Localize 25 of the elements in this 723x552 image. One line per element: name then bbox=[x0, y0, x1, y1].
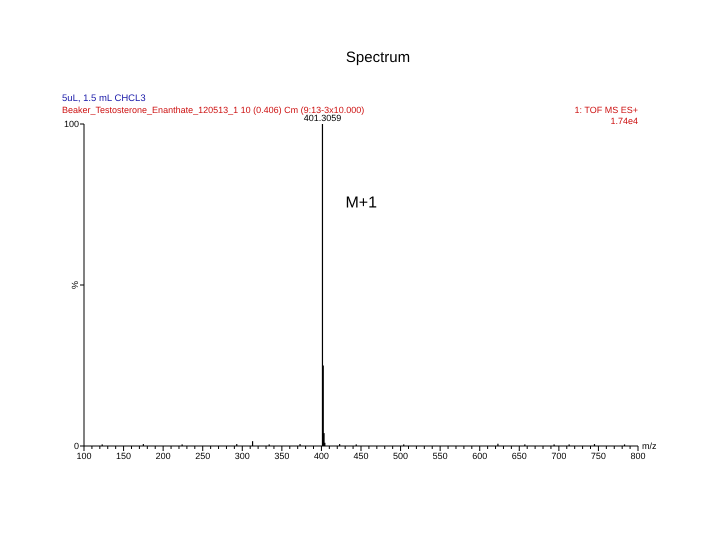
x-tick-label: 600 bbox=[472, 451, 488, 461]
chart-title: Spectrum bbox=[346, 49, 410, 66]
x-tick-label: 100 bbox=[76, 451, 92, 461]
text: 1: TOF MS ES+ bbox=[574, 105, 638, 115]
chart-subtitle: 5uL, 1.5 mL CHCL3 bbox=[62, 93, 146, 104]
x-tick-label: 300 bbox=[234, 451, 250, 461]
x-tick-label: 400 bbox=[314, 451, 329, 461]
x-tick-label: 450 bbox=[353, 451, 369, 461]
x-tick-label: 700 bbox=[551, 451, 566, 461]
x-tick-label: 750 bbox=[590, 451, 606, 461]
text: Beaker_Testosterone_Enanthate_120513_1 10 (0.406) Cm (9:13-3x10.000) bbox=[62, 105, 364, 115]
annotation: M+1 bbox=[345, 194, 378, 212]
x-tick-label: 200 bbox=[156, 451, 171, 461]
y-tick-label: 0 bbox=[74, 441, 79, 451]
x-tick-label: 550 bbox=[432, 451, 448, 461]
x-tick-label: 500 bbox=[393, 451, 408, 461]
x-tick-label: 250 bbox=[195, 451, 210, 461]
x-tick-label: 350 bbox=[274, 451, 290, 461]
x-tick-label: 800 bbox=[630, 451, 646, 461]
annotation: 1.74e4 bbox=[610, 116, 638, 126]
x-axis-title: m/z bbox=[642, 441, 657, 451]
y-axis-title: % bbox=[70, 280, 80, 290]
annotation: 401.3059 bbox=[304, 113, 342, 123]
x-tick-label: 150 bbox=[116, 451, 132, 461]
x-tick-label: 650 bbox=[512, 451, 527, 461]
